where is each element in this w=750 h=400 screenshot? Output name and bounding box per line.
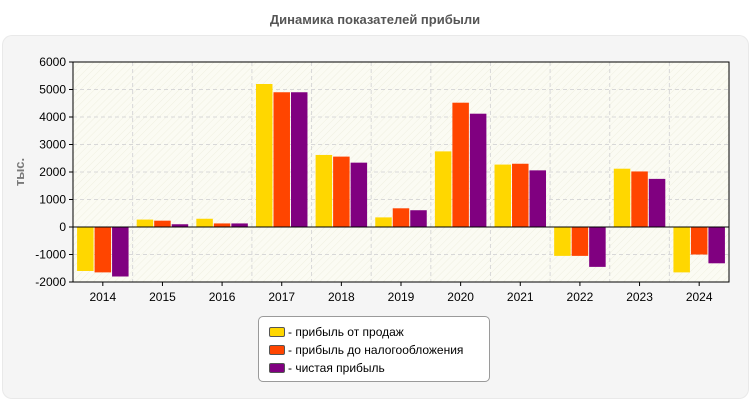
bar-2018-series-2 xyxy=(350,162,368,227)
bar-2016-series-1 xyxy=(213,223,231,227)
bar-2022-series-1 xyxy=(571,227,589,256)
tick-labels: -2000 -1000 0 1000 2000 3000 4000 5000 6000 2014 2… xyxy=(12,55,713,304)
bar-2014-series-0 xyxy=(77,227,94,271)
x-tick-label: 2020 xyxy=(447,290,474,304)
bar-2016-series-2 xyxy=(231,223,248,227)
bar-2020-series-0 xyxy=(434,151,452,228)
bar-2019-series-2 xyxy=(410,210,427,227)
bar-2024-series-1 xyxy=(690,227,708,255)
y-axis-label: тыс. xyxy=(12,158,27,186)
legend-swatch-pretax-profit xyxy=(269,345,285,355)
y-tick-label: -2000 xyxy=(35,275,66,289)
bar-2015-series-0 xyxy=(136,219,154,227)
bar-2014-series-1 xyxy=(94,227,112,273)
bar-2016-series-0 xyxy=(196,218,213,227)
y-tick-label: 0 xyxy=(59,220,66,234)
bars xyxy=(77,84,725,277)
x-tick-label: 2018 xyxy=(328,290,355,304)
x-tick-label: 2024 xyxy=(686,290,713,304)
legend-label-pretax-profit: - прибыль до налогообложения xyxy=(288,343,464,357)
bar-2014-series-2 xyxy=(112,227,129,277)
legend-swatch-net-profit xyxy=(269,363,285,373)
bar-2021-series-1 xyxy=(512,163,529,227)
x-tick-label: 2017 xyxy=(268,290,295,304)
bar-2017-series-2 xyxy=(290,92,308,227)
legend-label-net-profit: - чистая прибыль xyxy=(288,361,385,375)
bar-2022-series-2 xyxy=(589,227,606,267)
bar-2019-series-0 xyxy=(375,217,392,228)
y-tick-label: 5000 xyxy=(39,83,66,97)
x-tick-label: 2015 xyxy=(149,290,176,304)
legend-swatch-sales-profit xyxy=(269,327,285,337)
bar-2021-series-2 xyxy=(529,170,547,227)
bar-2023-series-0 xyxy=(613,168,631,227)
bar-2020-series-1 xyxy=(452,102,469,227)
bar-2017-series-1 xyxy=(273,92,290,227)
y-tick-label: -1000 xyxy=(35,248,66,262)
x-tick-label: 2022 xyxy=(567,290,594,304)
bar-2017-series-0 xyxy=(255,84,273,227)
y-tick-label: 3000 xyxy=(39,138,66,152)
x-tick-label: 2016 xyxy=(209,290,236,304)
bar-2020-series-2 xyxy=(469,113,487,227)
x-tick-label: 2021 xyxy=(507,290,534,304)
bar-2023-series-2 xyxy=(648,178,666,228)
bar-2018-series-0 xyxy=(315,154,333,227)
y-tick-label: 6000 xyxy=(39,55,66,69)
legend-item-net-profit: - чистая прибыль xyxy=(269,359,489,377)
y-tick-label: 4000 xyxy=(39,110,66,124)
legend-item-sales-profit: - прибыль от продаж xyxy=(269,323,489,341)
axes xyxy=(69,61,730,286)
bar-2022-series-0 xyxy=(554,227,571,256)
y-tick-label: 2000 xyxy=(39,165,66,179)
x-tick-label: 2019 xyxy=(388,290,415,304)
chart-title: Динамика показателей прибыли xyxy=(269,12,481,27)
y-tick-label: 1000 xyxy=(39,193,66,207)
x-tick-label: 2014 xyxy=(89,290,116,304)
bar-2018-series-1 xyxy=(333,156,350,227)
bar-2019-series-1 xyxy=(392,208,410,227)
bar-2021-series-0 xyxy=(494,164,512,227)
bar-2023-series-1 xyxy=(631,171,648,227)
legend-label-sales-profit: - прибыль от продаж xyxy=(288,325,404,339)
legend: - прибыль от продаж - прибыль до налогоо… xyxy=(258,316,490,382)
bar-2015-series-2 xyxy=(171,224,189,227)
bar-2024-series-0 xyxy=(673,227,690,273)
x-tick-label: 2023 xyxy=(626,290,653,304)
legend-item-pretax-profit: - прибыль до налогообложения xyxy=(269,341,489,359)
bar-2024-series-2 xyxy=(708,227,725,264)
bar-2015-series-1 xyxy=(154,220,171,227)
